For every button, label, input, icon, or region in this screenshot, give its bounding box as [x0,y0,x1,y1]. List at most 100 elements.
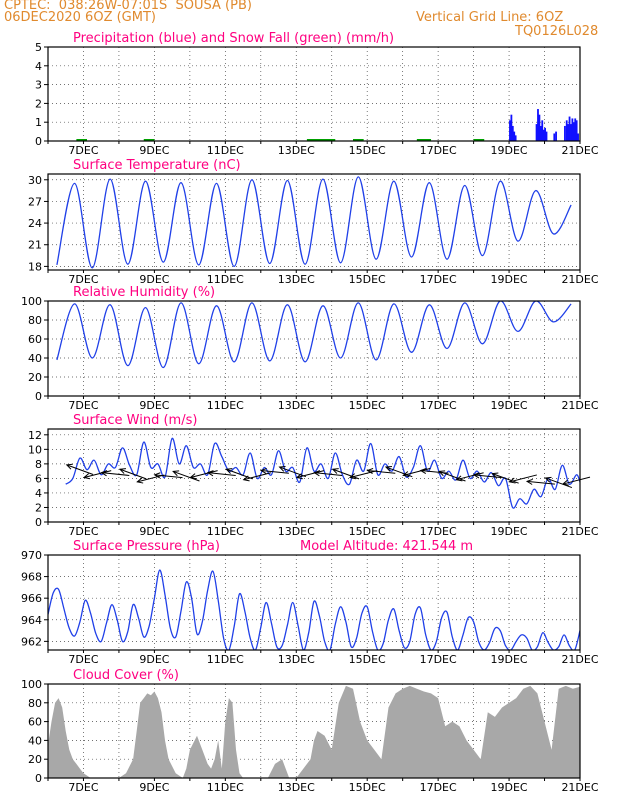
wind-wind-arrow-head [472,472,480,479]
rh-xtick-label: 19DEC [491,399,528,412]
press-ytick-label: 968 [21,571,42,584]
wind-wind-arrow [562,476,591,485]
wind-wind-arrow-head [206,470,214,477]
wind-wind-arrow-head [136,477,144,484]
rh-ytick-label: 40 [28,352,42,365]
press-xtick-label: 7DEC [68,653,98,666]
precip-ytick-label: 1 [35,116,42,129]
precip-bar [541,120,544,141]
wind-wind-arrow [403,467,431,476]
cloud-xtick-label: 21DEC [561,781,598,794]
wind-xtick-label: 11DEC [207,525,244,538]
precip-xtick-label: 21DEC [561,144,598,157]
precip-bar [537,109,539,141]
wind-wind-arrow-head [561,479,569,486]
wind-wind-arrow [83,470,112,478]
temp-xtick-label: 11DEC [207,273,244,286]
rh-xtick-label: 9DEC [139,399,169,412]
press-title-right: Model Altitude: 421.544 m [300,539,473,554]
cloud-ytick-label: 40 [28,734,42,747]
wind-wind-arrow [137,474,165,483]
precip-bar [535,124,538,141]
cloud-ytick-label: 20 [28,753,42,766]
wind-xtick-label: 7DEC [68,525,98,538]
precip-bar [575,120,578,141]
press-xtick-label: 21DEC [561,653,598,666]
precip-bar [572,122,575,141]
precip-ytick-label: 4 [35,60,42,73]
wind-wind-arrow [545,477,573,489]
press-xtick-label: 17DEC [420,653,457,666]
temp-xtick-label: 19DEC [491,273,528,286]
wind-xtick-label: 21DEC [561,525,598,538]
wind-series-line [65,437,580,509]
temp-ytick-label: 24 [28,217,42,230]
cloud-ytick-label: 100 [21,678,42,691]
press-frame [47,554,581,651]
wind-wind-arrow [509,474,537,483]
temp-ytick-label: 30 [28,174,42,187]
wind-ytick-label: 4 [35,487,42,500]
wind-wind-arrow-head [348,473,357,480]
precip-bar [538,114,541,141]
wind-wind-arrow-head [189,473,197,480]
wind-wind-arrow-head [278,465,286,472]
precip-xtick-label: 13DEC [278,144,315,157]
press-xtick-label: 9DEC [139,653,169,666]
temp-xtick-label: 9DEC [139,273,169,286]
wind-wind-arrow [207,472,236,476]
press-ytick-label: 964 [21,614,42,627]
wind-wind-arrow [367,469,396,474]
rh-ytick-label: 20 [28,371,42,384]
cloud-frame [47,683,581,779]
precip-xtick-label: 15DEC [349,144,386,157]
precip-bar [545,131,548,141]
wind-wind-arrow-head [242,475,250,482]
precip-bar [571,118,574,141]
precip-xtick-label: 9DEC [139,144,169,157]
temp-frame [47,173,581,271]
wind-wind-arrow-head [525,478,533,485]
precip-bar [567,124,570,141]
precip-bar [510,114,513,141]
rh-xtick-label: 17DEC [420,399,457,412]
precip-bar [555,131,557,141]
wind-wind-arrow [492,473,519,484]
press-title: Surface Pressure (hPa) [73,539,220,554]
temp-ytick-label: 21 [28,239,42,252]
press-xtick-label: 13DEC [278,653,315,666]
cloud-ytick-label: 0 [35,772,42,785]
precip-bar [542,129,545,141]
cloud-xtick-label: 17DEC [420,781,457,794]
wind-wind-arrow [456,472,484,481]
wind-xtick-label: 19DEC [491,525,528,538]
wind-ytick-label: 6 [35,472,42,485]
header-model-id: TQ0126L028 [515,24,599,39]
wind-wind-arrow-head [331,468,339,474]
wind-wind-arrow-head [172,470,180,477]
press-xtick-label: 15DEC [349,653,386,666]
wind-wind-arrow [261,469,289,474]
temp-xtick-label: 15DEC [349,273,386,286]
cloud-xtick-label: 9DEC [139,781,169,794]
precip-xtick-label: 11DEC [207,144,244,157]
press-xtick-label: 11DEC [207,653,244,666]
wind-xtick-label: 17DEC [420,525,457,538]
press-xtick-label: 19DEC [491,653,528,666]
wind-ytick-label: 0 [35,516,42,529]
wind-wind-arrow-head [313,470,321,477]
wind-wind-arrow-head [100,470,108,477]
press-ytick-label: 970 [21,549,42,562]
rh-xtick-label: 11DEC [207,399,244,412]
wind-xtick-label: 15DEC [349,525,386,538]
wind-wind-arrow [190,470,218,478]
precip-bar [564,125,566,141]
wind-ytick-label: 10 [28,443,42,456]
precip-ytick-label: 0 [35,135,42,148]
wind-wind-arrow [226,468,253,480]
wind-ytick-label: 2 [35,501,42,514]
wind-wind-arrow-head [491,472,499,479]
precip-bar [577,133,579,141]
rh-ytick-label: 100 [21,295,42,308]
wind-wind-arrow-head [384,465,392,472]
